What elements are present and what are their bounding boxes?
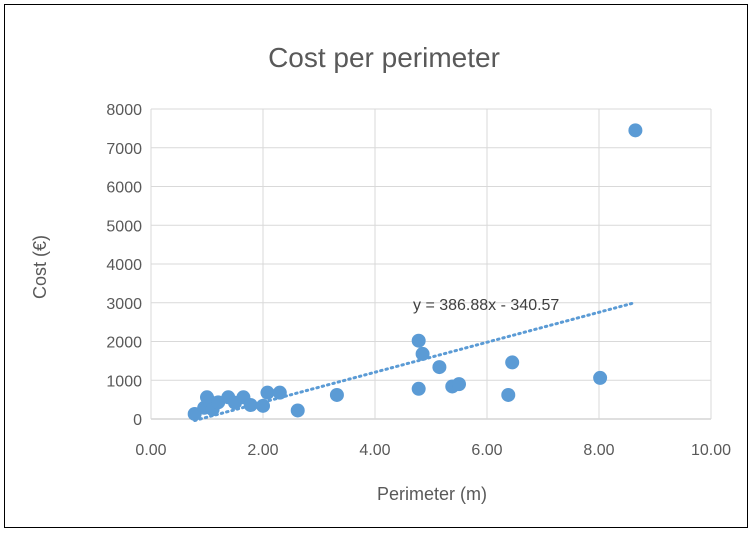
data-point <box>243 398 258 413</box>
x-axis-title: Perimeter (m) <box>377 484 487 504</box>
data-point <box>329 387 344 402</box>
chart-title: Cost per perimeter <box>268 42 500 73</box>
y-tick-label: 0 <box>133 412 142 429</box>
x-axis-ticks: 0.00 2.00 4.00 6.00 8.00 10.00 <box>135 442 731 459</box>
y-tick-label: 2000 <box>106 335 142 352</box>
x-tick-label: 6.00 <box>471 442 502 459</box>
data-point <box>505 355 520 370</box>
y-tick-label: 5000 <box>106 218 142 235</box>
data-point <box>272 385 287 400</box>
gridlines <box>150 108 712 420</box>
x-tick-label: 2.00 <box>247 442 278 459</box>
data-point <box>411 333 426 348</box>
chart-area: Cost per perimeter 0.00 2.00 4.00 6.00 8.00 1… <box>4 4 748 528</box>
x-tick-label: 10.00 <box>691 442 731 459</box>
trendline-path <box>193 301 637 423</box>
y-tick-label: 7000 <box>106 141 142 158</box>
y-axis-title: Cost (€) <box>30 235 50 299</box>
data-point <box>593 370 608 385</box>
x-tick-label: 0.00 <box>135 442 166 459</box>
data-point <box>452 377 466 392</box>
y-tick-label: 8000 <box>106 102 142 119</box>
data-point <box>415 346 430 361</box>
trendline <box>193 301 637 423</box>
y-tick-label: 3000 <box>106 296 142 313</box>
y-tick-label: 6000 <box>106 180 142 197</box>
data-point <box>256 398 270 413</box>
y-tick-label: 1000 <box>106 373 142 390</box>
data-point <box>501 387 516 402</box>
y-axis-ticks: 0 1000 2000 3000 4000 5000 6000 7000 8000 <box>106 102 142 429</box>
trendline-equation: y = 386.88x - 340.57 <box>413 297 559 314</box>
x-tick-label: 8.00 <box>583 442 614 459</box>
data-points <box>187 123 643 421</box>
data-point <box>290 403 305 418</box>
data-point <box>432 360 447 375</box>
y-tick-label: 4000 <box>106 257 142 274</box>
data-point <box>628 123 643 138</box>
data-point <box>260 385 275 400</box>
data-point <box>411 381 426 396</box>
scatter-chart: Cost per perimeter 0.00 2.00 4.00 6.00 8.00 1… <box>30 42 731 504</box>
x-tick-label: 4.00 <box>359 442 390 459</box>
